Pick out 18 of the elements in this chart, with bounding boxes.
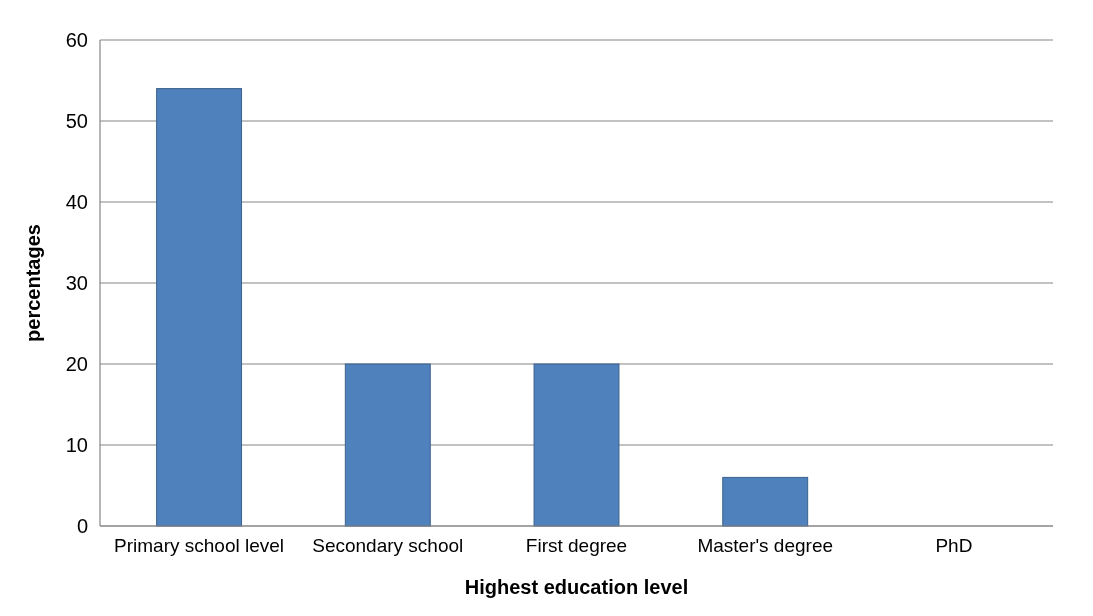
y-tick-label: 50 [65,110,88,132]
y-axis-title: percentages [22,224,44,342]
y-tick-label: 30 [65,272,88,294]
x-axis-title: Highest education level [464,576,689,598]
x-tick-label: PhD [935,535,973,556]
y-tick-label: 40 [65,191,88,213]
y-tick-label: 0 [76,515,88,537]
y-tick-label: 10 [65,434,88,456]
y-tick-label: 20 [65,353,88,375]
x-tick-label: Master's degree [697,535,834,556]
bar [722,476,809,527]
bar [533,363,620,527]
x-tick-label: Primary school level [114,535,285,556]
x-tick-label: Secondary school [312,535,464,556]
x-tick-label: First degree [525,535,628,556]
y-tick-label: 60 [65,29,88,51]
bar [156,88,243,527]
bar [344,363,431,527]
